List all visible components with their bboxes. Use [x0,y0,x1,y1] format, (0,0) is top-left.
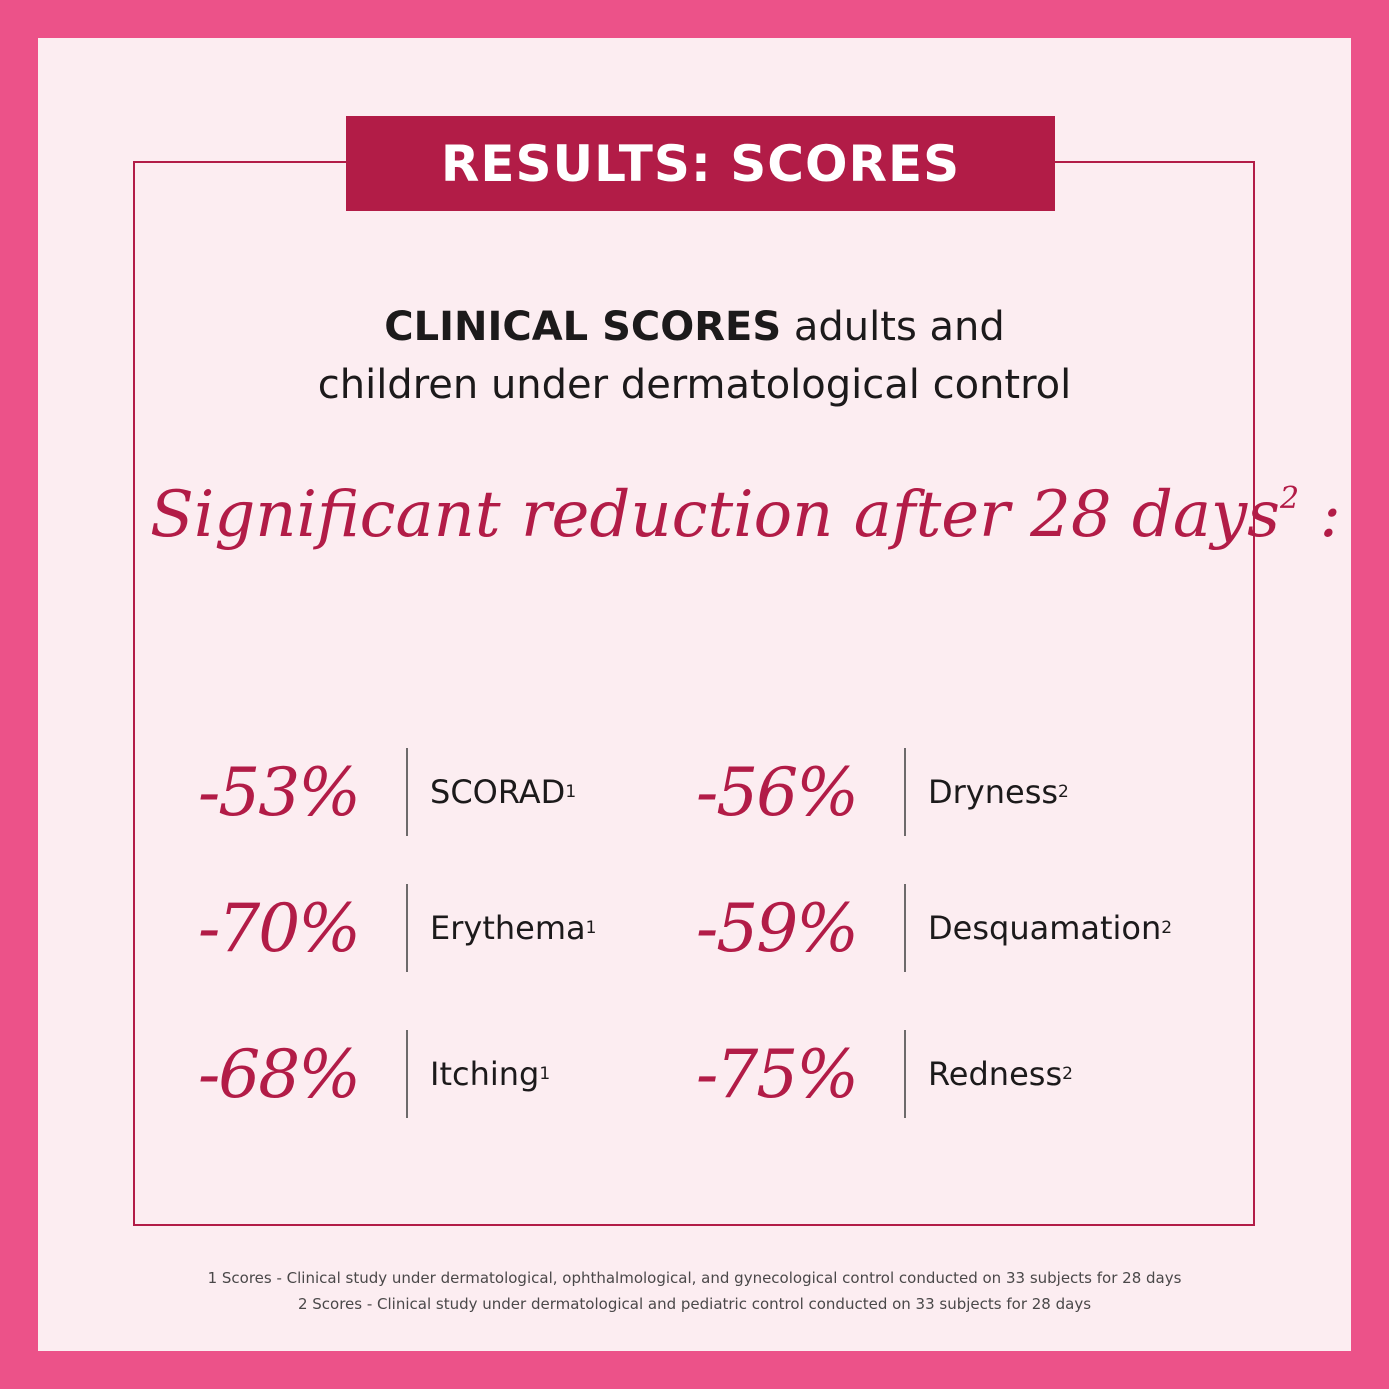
subtitle-line-1-rest: adults and [781,304,1005,350]
stat-label: Erythema 1 [430,909,597,947]
stat-divider [904,748,906,836]
headline-superscript: 2 [1280,481,1300,516]
subtitle-bold: CLINICAL SCORES [384,304,782,350]
badge-title: RESULTS: SCORES [440,134,961,193]
footnotes: 1 Scores - Clinical study under dermatol… [100,1265,1289,1317]
stat-divider [406,884,408,972]
stat-divider [904,884,906,972]
stat-label-text: SCORAD [430,773,566,811]
stat-divider [406,748,408,836]
stat-label-text: Desquamation [928,909,1162,947]
stat-value: -68% [198,1035,361,1113]
stat-label: Dryness 2 [928,773,1069,811]
footnote-2: 2 Scores - Clinical study under dermatol… [297,1295,1092,1313]
stat-label: Desquamation 2 [928,909,1173,947]
stat-divider [406,1030,408,1118]
stat-divider [904,1030,906,1118]
headline: Significant reduction after 28 days2 : [150,470,1341,560]
headline-text: Significant reduction after 28 days [150,478,1280,552]
stat-label: Itching 1 [430,1055,551,1093]
subtitle-line-1: CLINICAL SCORES adults and [200,298,1189,356]
stat-label-text: Redness [928,1055,1063,1093]
stat-label-text: Itching [430,1055,540,1093]
panel [38,38,1351,1351]
subtitle: CLINICAL SCORES adults and children unde… [200,298,1189,414]
stat-label-text: Dryness [928,773,1059,811]
footnote-1: 1 Scores - Clinical study under dermatol… [207,1269,1182,1287]
subtitle-line-2: children under dermatological control [317,362,1072,408]
stat-value: -53% [198,753,361,831]
stat-value: -70% [198,889,361,967]
stat-value: -75% [696,1035,859,1113]
stat-label-text: Erythema [430,909,586,947]
stat-value: -59% [696,889,859,967]
headline-suffix: : [1299,478,1341,552]
stat-label: SCORAD 1 [430,773,577,811]
results-badge: RESULTS: SCORES [346,116,1055,211]
stat-value: -56% [696,753,859,831]
stat-label: Redness 2 [928,1055,1073,1093]
